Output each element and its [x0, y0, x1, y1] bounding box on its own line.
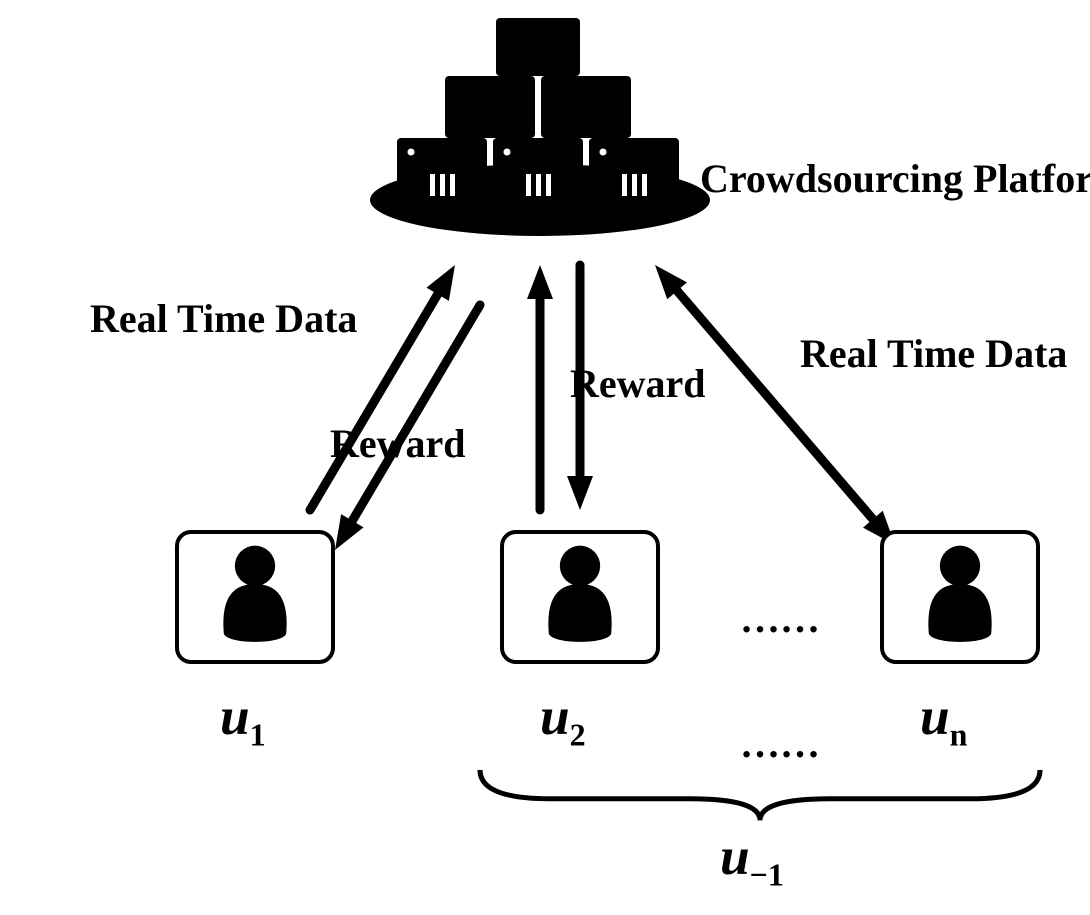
- diagram-canvas: [0, 0, 1090, 915]
- label-reward-middle: Reward: [570, 360, 706, 407]
- label-reward-left: Reward: [330, 420, 466, 467]
- platform-icon: [370, 18, 710, 236]
- group-brace: [480, 770, 1040, 820]
- user-card-un: [880, 530, 1040, 664]
- user-card-u2: [500, 530, 660, 664]
- user-label-u2: u2: [540, 685, 586, 754]
- group-label: u−1: [720, 825, 784, 894]
- label-real-time-right: Real Time Data: [800, 330, 1067, 377]
- arrows: [310, 265, 895, 550]
- user-label-un: un: [920, 685, 967, 754]
- person-icon: [205, 542, 305, 652]
- user-label-u1: u1: [220, 685, 266, 754]
- person-icon: [910, 542, 1010, 652]
- ellipsis-labels: ……: [740, 720, 820, 767]
- label-real-time-left: Real Time Data: [90, 295, 357, 342]
- platform-label: Crowdsourcing Platform: [700, 155, 1090, 202]
- ellipsis-cards: ……: [740, 595, 820, 642]
- person-icon: [530, 542, 630, 652]
- user-card-u1: [175, 530, 335, 664]
